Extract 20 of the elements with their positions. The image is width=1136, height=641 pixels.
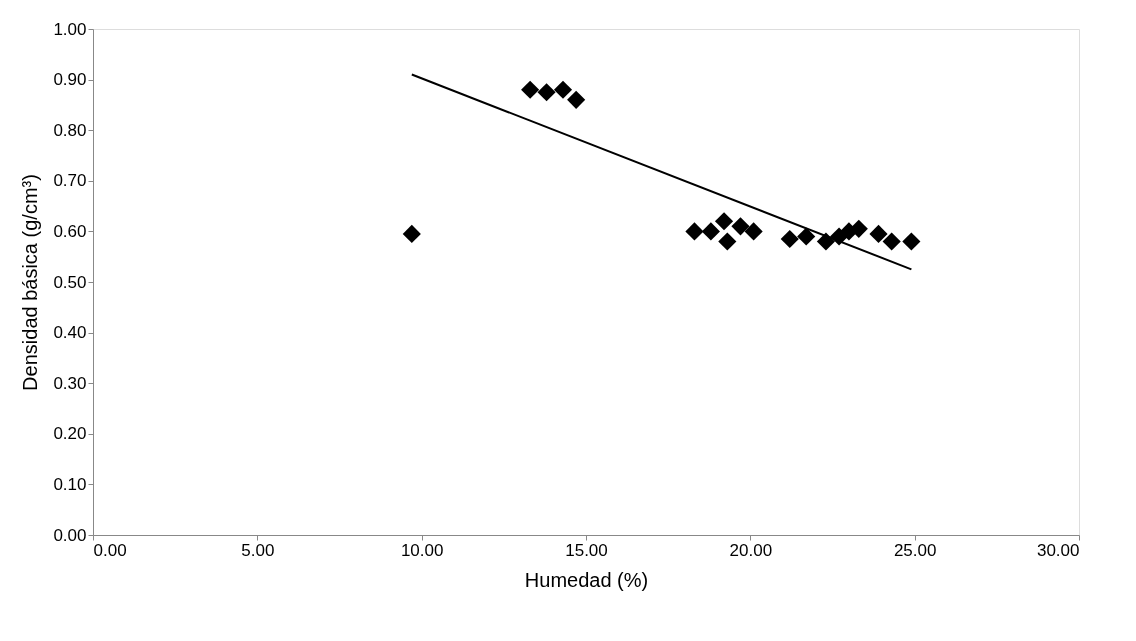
y-tick-label: 0.90 bbox=[53, 70, 87, 90]
y-tick-label: 0.50 bbox=[53, 272, 87, 292]
y-tick-label: 0.70 bbox=[53, 171, 87, 191]
x-tick-label: 15.00 bbox=[565, 540, 608, 560]
y-tick-label: 0.30 bbox=[53, 373, 87, 393]
x-tick-label: 30.00 bbox=[1036, 540, 1080, 560]
y-tick-label: 0.10 bbox=[53, 474, 87, 494]
x-tick-label: 25.00 bbox=[893, 540, 937, 560]
y-tick-label: 1.00 bbox=[53, 19, 87, 39]
y-tick-label: 0.40 bbox=[53, 323, 87, 343]
y-tick-label: 0.80 bbox=[53, 120, 87, 140]
y-axis-title: Densidad básica (g/cm³) bbox=[19, 174, 42, 391]
x-tick-label: 10.00 bbox=[400, 540, 444, 560]
x-tick-label: 20.00 bbox=[729, 540, 773, 560]
x-tick-label: 5.00 bbox=[241, 540, 275, 560]
x-axis-title: Humedad (%) bbox=[524, 568, 649, 591]
y-tick-label: 0.00 bbox=[53, 525, 87, 545]
x-tick-label: 0.00 bbox=[93, 540, 127, 560]
y-tick-label: 0.60 bbox=[53, 221, 87, 241]
y-tick-label: 0.20 bbox=[53, 424, 87, 444]
